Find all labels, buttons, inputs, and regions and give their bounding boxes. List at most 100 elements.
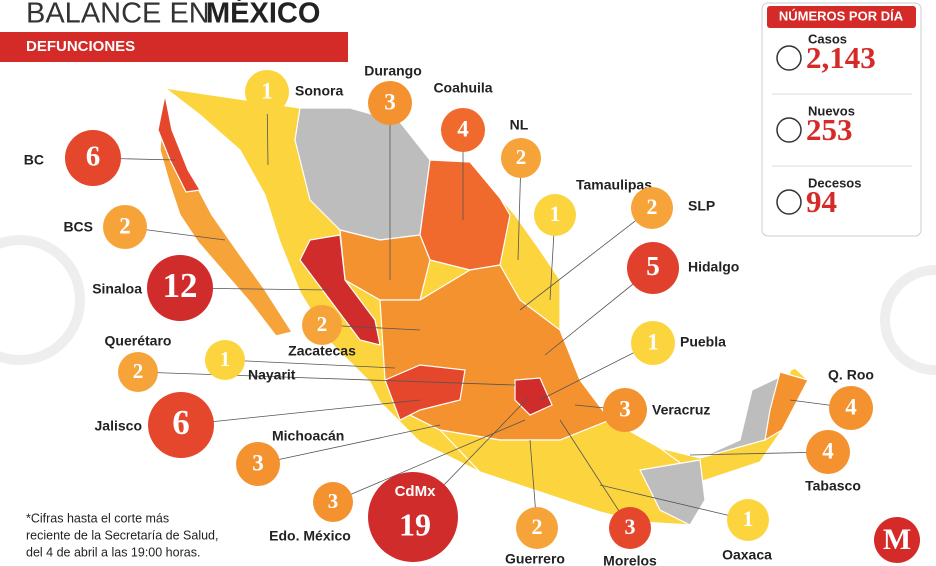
bubble [313, 482, 353, 522]
state-label: Zacatecas [288, 343, 356, 359]
state-label: BCS [63, 219, 93, 235]
chiapas [639, 459, 706, 526]
bubble [603, 388, 647, 432]
state-label: Coahuila [433, 80, 492, 96]
state-label: Hidalgo [688, 259, 739, 275]
state-value: 1 [743, 506, 754, 531]
stat-icon [776, 189, 802, 215]
leader-line [519, 207, 653, 311]
state-value: 4 [822, 438, 834, 463]
bubble [118, 352, 158, 392]
leader-line [599, 484, 749, 521]
bubble [368, 81, 412, 125]
state-value: 3 [252, 450, 264, 475]
state-value: 2 [532, 514, 543, 539]
stat-icon [776, 45, 802, 71]
bubble [627, 242, 679, 294]
state-value: 2 [119, 213, 131, 238]
stat-label: Casos [808, 31, 847, 46]
bubble [205, 340, 245, 380]
state-label: Sinaloa [92, 281, 142, 297]
bubble [516, 507, 558, 549]
subtitle-bar [0, 32, 348, 62]
bubble [631, 187, 673, 229]
leader-line [257, 424, 441, 465]
map [157, 87, 809, 526]
stat-value: 94 [806, 184, 837, 219]
state-label: NL [510, 117, 529, 133]
state-value: 3 [625, 514, 636, 539]
state-value: 2 [317, 312, 328, 336]
state-label: Michoacán [272, 428, 344, 444]
state-value: 6 [86, 141, 101, 173]
stat-icon [776, 117, 802, 143]
state-value: 12 [163, 266, 198, 305]
durango [339, 229, 431, 301]
stat-value: 253 [806, 112, 853, 147]
state-label: Q. Roo [828, 367, 874, 383]
state-label: Puebla [680, 334, 726, 350]
logo: M [883, 523, 911, 556]
bubble [609, 507, 651, 549]
state-value: 6 [172, 403, 190, 442]
bubble [236, 442, 280, 486]
state-label: Veracruz [652, 402, 710, 418]
state-label: Querétaro [105, 333, 172, 349]
state-value: 3 [619, 396, 631, 421]
background-decor [0, 235, 936, 375]
quintana-roo [764, 371, 809, 442]
bubble [441, 108, 485, 152]
subtitle: DEFUNCIONES [26, 38, 135, 55]
state-value: 2 [516, 145, 527, 169]
jalisco [384, 364, 466, 421]
leader-line [559, 419, 631, 529]
state-value: 1 [550, 201, 561, 226]
bubble [534, 194, 576, 236]
bubble [631, 321, 675, 365]
stats-frame [761, 2, 922, 237]
state-value: 5 [646, 251, 660, 281]
state-label: Oaxaca [722, 547, 772, 563]
footnote: *Cifras hasta el corte más [26, 511, 169, 525]
state-value: 1 [220, 347, 231, 371]
sinaloa [299, 234, 381, 346]
bubble [103, 205, 147, 249]
leader-line [137, 371, 516, 386]
bubble [148, 392, 214, 458]
logo-circle [874, 517, 920, 563]
bubble [501, 138, 541, 178]
bubble [727, 499, 769, 541]
footnote: del 4 de abril a las 19:00 horas. [26, 545, 200, 559]
state-value: 4 [457, 116, 469, 141]
state-value: 2 [647, 194, 658, 219]
coahuila [419, 159, 511, 271]
state-value: 19 [399, 506, 431, 542]
baja-north [157, 94, 201, 193]
state-label: Guerrero [505, 551, 565, 566]
bubble [368, 472, 458, 562]
stat-value: 2,143 [806, 40, 876, 75]
state-label: CdMx [395, 483, 436, 500]
stats-header [767, 6, 916, 28]
stats-title: NÚMEROS POR DÍA [779, 8, 904, 23]
footnote: reciente de la Secretaría de Salud, [26, 528, 218, 542]
cdmx-region [514, 377, 553, 416]
state-label: BC [24, 152, 44, 168]
state-value: 2 [133, 359, 144, 383]
stat-label: Nuevos [808, 103, 855, 118]
state-value: 1 [647, 329, 659, 354]
state-value: 1 [261, 78, 273, 103]
state-label: Durango [364, 63, 422, 79]
bubble [829, 386, 873, 430]
state-value: 3 [384, 89, 396, 114]
state-label: Tabasco [805, 478, 861, 494]
state-label: Morelos [603, 553, 657, 566]
state-label: Jalisco [95, 418, 142, 434]
leader-line [224, 359, 396, 369]
state-label: Sonora [295, 83, 343, 99]
state-label: Nayarit [248, 367, 296, 383]
